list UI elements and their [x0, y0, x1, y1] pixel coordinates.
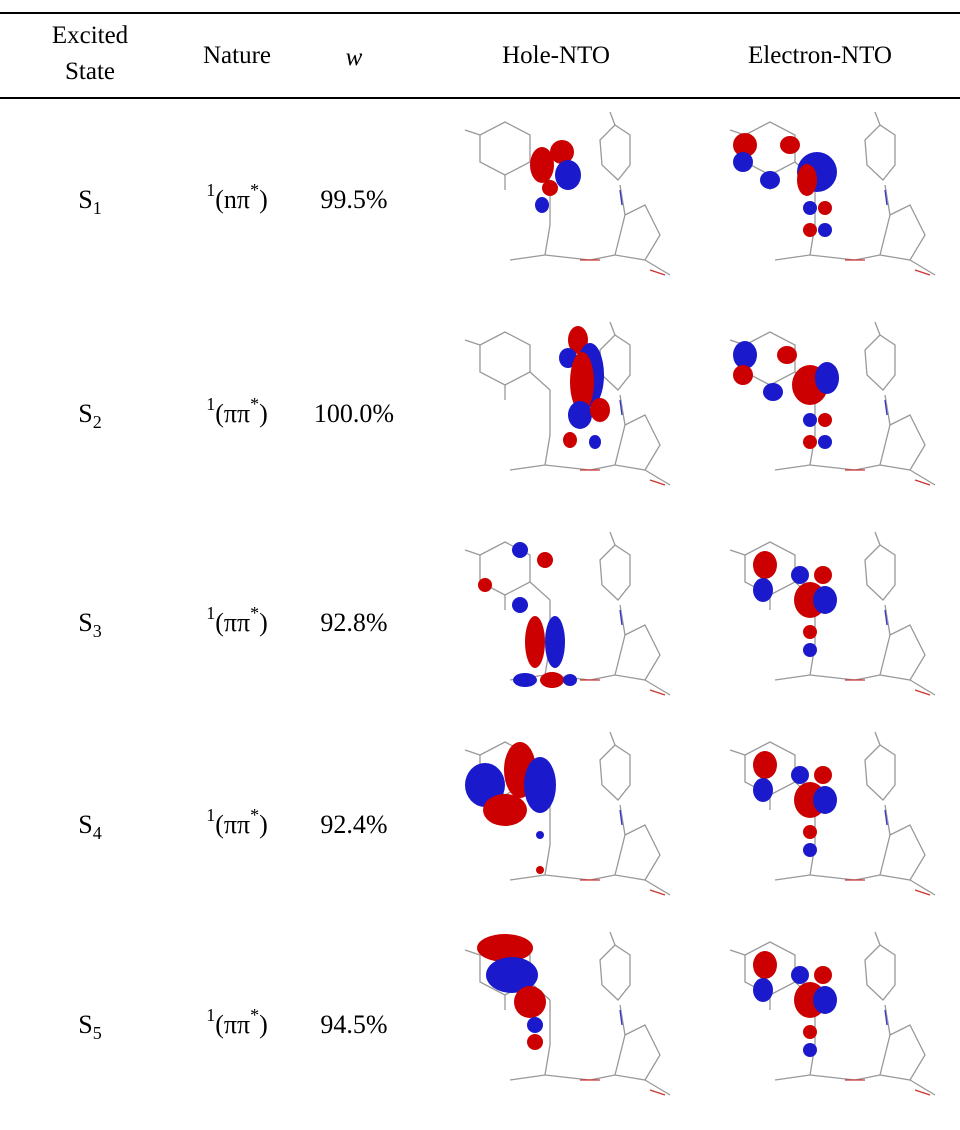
transition: (ππ: [215, 608, 250, 637]
state-letter: S: [78, 608, 92, 637]
header-nature: Nature: [203, 38, 271, 74]
nature: 1(nπ*): [206, 184, 267, 216]
paren: ): [259, 810, 268, 839]
state: S5: [78, 1009, 101, 1041]
star: *: [250, 805, 259, 825]
state-letter: S: [78, 399, 92, 428]
paren: ): [259, 608, 268, 637]
weight: 92.8%: [320, 607, 387, 639]
weight: 94.5%: [320, 1009, 387, 1041]
electron-nto-image: [715, 730, 945, 910]
state: S2: [78, 398, 101, 430]
weight: 100.0%: [314, 398, 394, 430]
multiplicity: 1: [206, 603, 215, 623]
header-rule: [0, 97, 960, 99]
nature: 1(ππ*): [206, 607, 268, 639]
electron-nto-image: [715, 320, 945, 500]
star: *: [250, 603, 259, 623]
page: Excited State Nature w Hole-NTO Electron…: [0, 0, 960, 1130]
state: S3: [78, 607, 101, 639]
weight: 92.4%: [320, 809, 387, 841]
hole-nto-image: [450, 320, 680, 500]
paren: ): [259, 399, 268, 428]
state: S4: [78, 809, 101, 841]
electron-nto-image: [715, 930, 945, 1110]
weight: 99.5%: [320, 184, 387, 216]
multiplicity: 1: [206, 180, 215, 200]
electron-nto-image: [715, 110, 945, 290]
star: *: [250, 180, 259, 200]
top-rule: [0, 12, 960, 14]
transition: (ππ: [215, 810, 250, 839]
transition: (ππ: [215, 1010, 250, 1039]
star: *: [250, 1005, 259, 1025]
header-hole: Hole-NTO: [502, 38, 610, 74]
star: *: [250, 394, 259, 414]
header-text: State: [52, 54, 128, 90]
state-index: 1: [93, 198, 102, 218]
paren: ): [259, 1010, 268, 1039]
state-index: 5: [93, 1023, 102, 1043]
nature: 1(ππ*): [206, 398, 268, 430]
header-weight: w: [346, 40, 363, 76]
state-index: 2: [93, 412, 102, 432]
nature: 1(ππ*): [206, 1009, 268, 1041]
multiplicity: 1: [206, 394, 215, 414]
multiplicity: 1: [206, 805, 215, 825]
state-letter: S: [78, 185, 92, 214]
electron-nto-image: [715, 530, 945, 710]
state: S1: [78, 184, 101, 216]
transition: (ππ: [215, 399, 250, 428]
state-index: 3: [93, 621, 102, 641]
hole-nto-image: [450, 110, 680, 290]
header-text: Excited: [52, 18, 128, 54]
state-letter: S: [78, 1010, 92, 1039]
nature: 1(ππ*): [206, 809, 268, 841]
paren: ): [259, 185, 268, 214]
transition: (nπ: [215, 185, 250, 214]
state-index: 4: [93, 823, 102, 843]
header-electron: Electron-NTO: [748, 38, 892, 74]
hole-nto-image: [450, 530, 680, 710]
multiplicity: 1: [206, 1005, 215, 1025]
header-state: Excited State: [52, 18, 128, 90]
state-letter: S: [78, 810, 92, 839]
hole-nto-image: [450, 730, 680, 910]
hole-nto-image: [450, 930, 680, 1110]
